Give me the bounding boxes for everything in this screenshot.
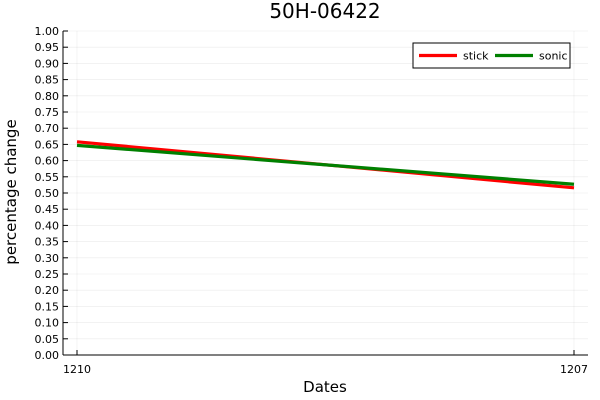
y-tick-label: 0.55 — [35, 171, 60, 184]
y-tick-label: 0.35 — [35, 236, 60, 249]
y-tick-label: 0.05 — [35, 333, 60, 346]
x-tick-label: 1207 — [560, 363, 588, 376]
y-tick-label: 0.60 — [35, 155, 60, 168]
y-tick-label: 0.85 — [35, 74, 60, 87]
y-tick-label: 0.50 — [35, 187, 60, 200]
chart-title: 50H-06422 — [269, 0, 380, 23]
y-tick-label: 0.40 — [35, 219, 60, 232]
legend-label-sonic: sonic — [539, 50, 568, 63]
y-tick-label: 0.00 — [35, 349, 60, 362]
series-lines — [76, 140, 575, 190]
y-tick-label: 0.95 — [35, 41, 60, 54]
series-line-sonic — [76, 143, 575, 186]
x-axis-ticks: 1210 1207 — [63, 350, 588, 376]
legend: stick sonic — [412, 42, 571, 69]
y-tick-label: 0.20 — [35, 284, 60, 297]
y-tick-label: 0.15 — [35, 300, 60, 313]
y-tick-label: 0.25 — [35, 268, 60, 281]
grid — [63, 30, 588, 356]
y-tick-label: 0.70 — [35, 122, 60, 135]
y-axis-ticks: 0.00 0.05 0.10 0.15 0.20 0.25 0.30 0.35 0.40 0.45… — [35, 25, 68, 362]
y-tick-label: 0.90 — [35, 57, 60, 70]
y-tick-label: 0.65 — [35, 138, 60, 151]
x-axis-label: Dates — [303, 378, 347, 396]
y-tick-label: 0.75 — [35, 106, 60, 119]
y-tick-label: 1.00 — [35, 25, 60, 38]
y-tick-label: 0.80 — [35, 90, 60, 103]
legend-label-stick: stick — [463, 50, 489, 63]
x-tick-label: 1210 — [63, 363, 91, 376]
y-axis-label: percentage change — [2, 119, 20, 264]
y-tick-label: 0.30 — [35, 252, 60, 265]
y-tick-label: 0.45 — [35, 203, 60, 216]
y-tick-label: 0.10 — [35, 317, 60, 330]
